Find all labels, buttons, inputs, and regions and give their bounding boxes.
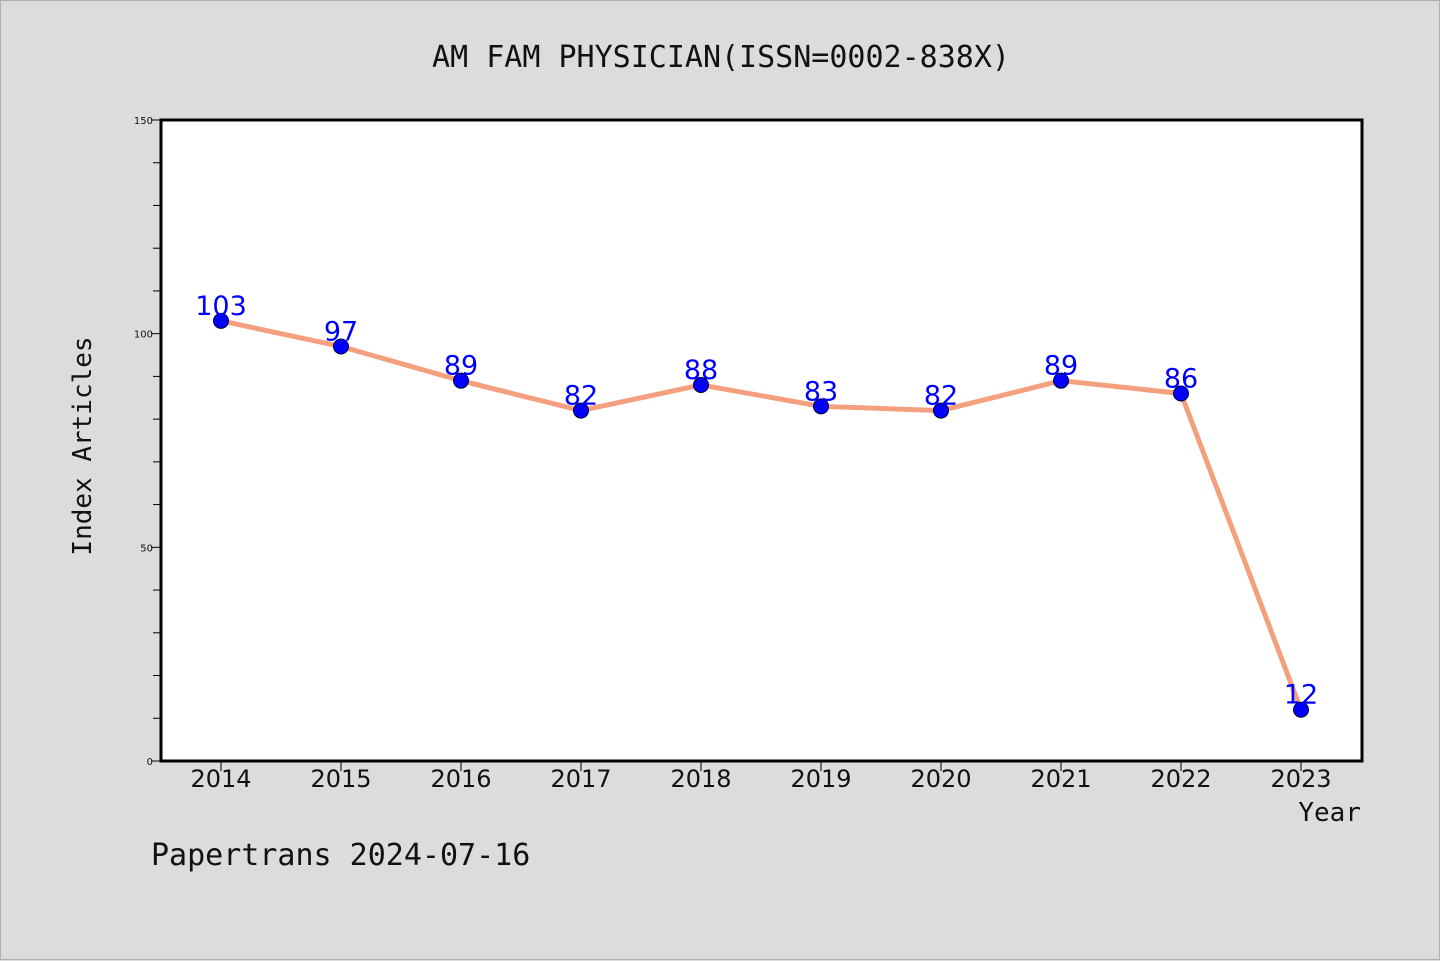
- y-axis-title: Index Articles: [68, 336, 98, 555]
- data-label: 86: [1164, 363, 1198, 394]
- data-point: [1173, 385, 1189, 402]
- x-tick-label: 2015: [310, 765, 371, 793]
- data-point: [1293, 701, 1309, 718]
- plot-area: [159, 118, 1364, 763]
- data-point: [453, 372, 469, 389]
- data-label: 88: [684, 355, 718, 386]
- x-tick-label: 2023: [1270, 765, 1331, 793]
- y-tick-label: 50: [140, 543, 153, 554]
- x-tick-label: 2016: [430, 765, 491, 793]
- x-tick-label: 2014: [190, 765, 251, 793]
- footer-text: Papertrans 2024-07-16: [151, 838, 530, 873]
- data-label: 89: [1044, 351, 1078, 382]
- series-line: [218, 318, 1304, 713]
- data-point: [693, 376, 709, 393]
- y-tick-label: 0: [147, 757, 153, 768]
- data-label: 103: [195, 291, 247, 322]
- data-point: [333, 338, 349, 355]
- x-axis-title: Year: [1298, 798, 1361, 828]
- y-tick-label: 100: [134, 330, 153, 341]
- data-label: 82: [924, 381, 958, 412]
- data-label: 83: [804, 376, 838, 407]
- y-tick-label: 150: [134, 116, 153, 127]
- x-tick-label: 2018: [670, 765, 731, 793]
- data-point: [573, 402, 589, 419]
- x-tick-label: 2021: [1030, 765, 1091, 793]
- data-label: 82: [564, 381, 598, 412]
- x-tick-label: 2017: [550, 765, 611, 793]
- data-label: 97: [324, 316, 358, 347]
- data-label: 12: [1284, 680, 1318, 711]
- x-tick-label: 2022: [1150, 765, 1211, 793]
- x-tick-label: 2019: [790, 765, 851, 793]
- data-point: [813, 398, 829, 415]
- data-label: 89: [444, 351, 478, 382]
- x-tick-label: 2020: [910, 765, 971, 793]
- chart-title: AM FAM PHYSICIAN(ISSN=0002-838X): [432, 40, 1010, 75]
- y-axis-ticks: 0 50 100 150: [134, 116, 161, 768]
- data-point: [213, 312, 229, 329]
- series-layer: 103 97 89 82 88 83 82 89 86 12: [195, 291, 1318, 718]
- x-axis-ticks: 2014 2015 2016 2017 2018 2019 2020 2021 2022 2023: [190, 761, 1332, 793]
- data-point: [1053, 372, 1069, 389]
- data-point: [933, 402, 949, 419]
